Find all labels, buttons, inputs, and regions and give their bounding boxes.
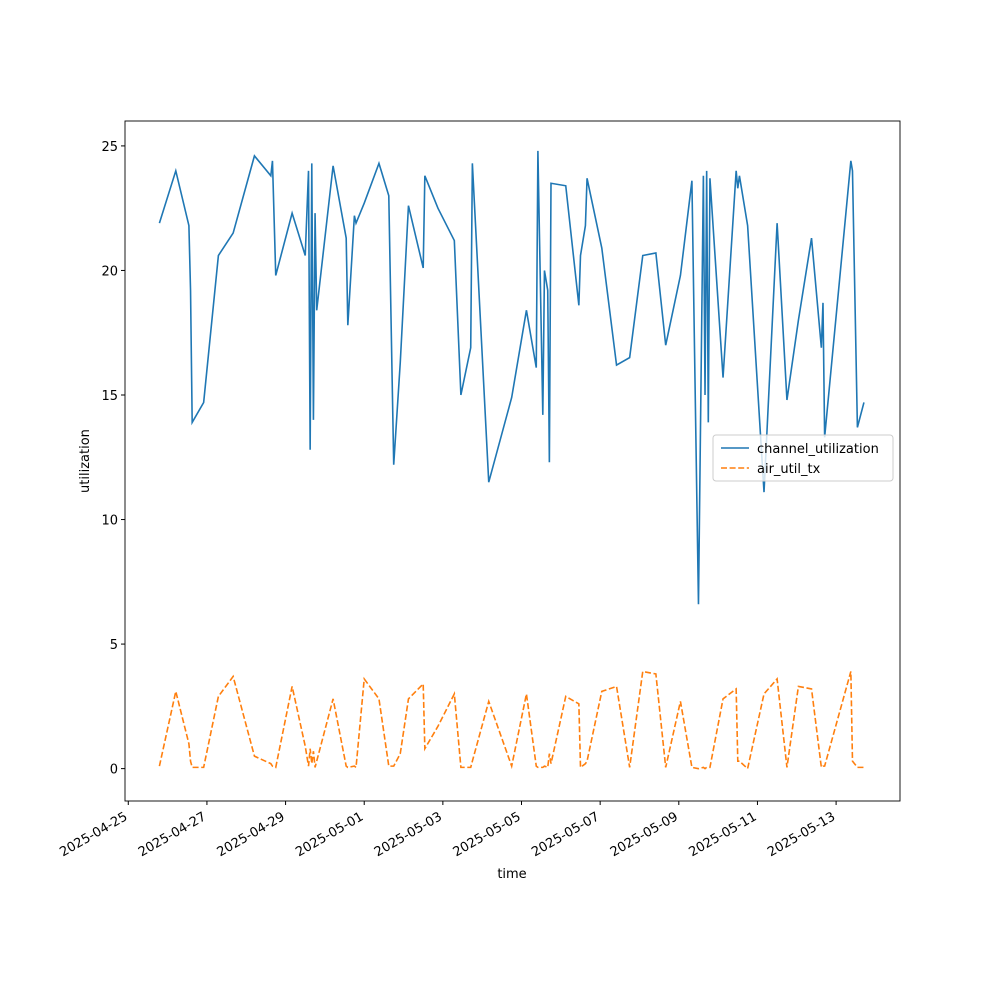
x-tick-label: 2025-05-05 bbox=[451, 809, 524, 860]
series-line bbox=[158, 670, 864, 771]
series-line bbox=[158, 150, 865, 605]
x-axis-label: time bbox=[497, 867, 526, 882]
legend-box bbox=[712, 434, 894, 482]
y-axis-label: utilization bbox=[78, 429, 93, 493]
y-tick-label: 25 bbox=[101, 140, 118, 155]
x-tick-label: 2025-05-01 bbox=[293, 809, 366, 860]
x-tick-label: 2025-04-25 bbox=[57, 809, 130, 860]
y-tick-label: 20 bbox=[101, 264, 118, 279]
x-tick-label: 2025-05-11 bbox=[687, 809, 760, 860]
y-tick-label: 10 bbox=[101, 514, 118, 529]
legend: channel_utilization air_util_tx bbox=[712, 434, 894, 482]
legend-label: channel_utilization bbox=[757, 442, 879, 457]
x-tick-label: 2025-04-29 bbox=[215, 809, 288, 860]
y-tick-label: 15 bbox=[101, 389, 118, 404]
x-tick-label: 2025-05-03 bbox=[372, 809, 445, 860]
x-tick-label: 2025-05-07 bbox=[529, 809, 602, 860]
plot-frame bbox=[124, 120, 901, 802]
x-tick-label: 2025-05-09 bbox=[608, 809, 681, 860]
x-tick-label: 2025-04-27 bbox=[136, 809, 209, 860]
x-tick-label: 2025-05-13 bbox=[765, 809, 838, 860]
y-tick-label: 5 bbox=[110, 638, 118, 653]
legend-label: air_util_tx bbox=[757, 462, 821, 477]
y-tick-label: 0 bbox=[110, 763, 118, 778]
